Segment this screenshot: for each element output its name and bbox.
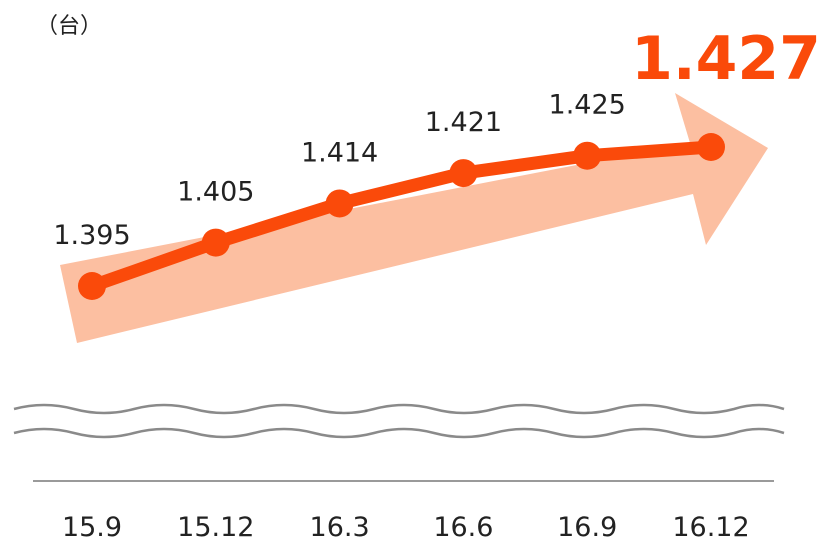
value-label: 1.405 <box>177 177 254 208</box>
highlight-value-label: 1.427 <box>631 24 821 94</box>
data-point <box>325 189 354 218</box>
value-label: 1.421 <box>425 107 502 138</box>
data-point <box>573 141 602 170</box>
series-line <box>85 140 718 293</box>
data-points-layer <box>78 133 725 300</box>
series-line-layer <box>85 140 718 293</box>
value-label: 1.425 <box>549 90 626 121</box>
value-label: 1.395 <box>53 220 130 251</box>
data-point <box>78 272 106 300</box>
trend-arrow <box>60 93 768 343</box>
unit-label: （台） <box>36 14 103 39</box>
trend-arrow-layer <box>60 93 768 343</box>
x-tick-label: 16.12 <box>672 512 749 542</box>
axis-break-layer <box>13 403 785 439</box>
x-tick-label: 16.6 <box>433 512 493 542</box>
x-tick-label: 15.12 <box>177 512 254 542</box>
data-point <box>201 228 230 257</box>
data-point <box>697 133 725 161</box>
x-tick-label: 15.9 <box>62 512 122 542</box>
value-label: 1.414 <box>301 137 378 168</box>
axis-break-wave <box>13 427 785 439</box>
x-tick-label: 16.9 <box>557 512 617 542</box>
axis-break-wave <box>13 403 785 415</box>
data-point <box>449 159 478 188</box>
x-tick-label: 16.3 <box>310 512 370 542</box>
x-axis-layer: 15.9 15.12 16.3 16.6 16.9 16.12 <box>33 480 774 542</box>
